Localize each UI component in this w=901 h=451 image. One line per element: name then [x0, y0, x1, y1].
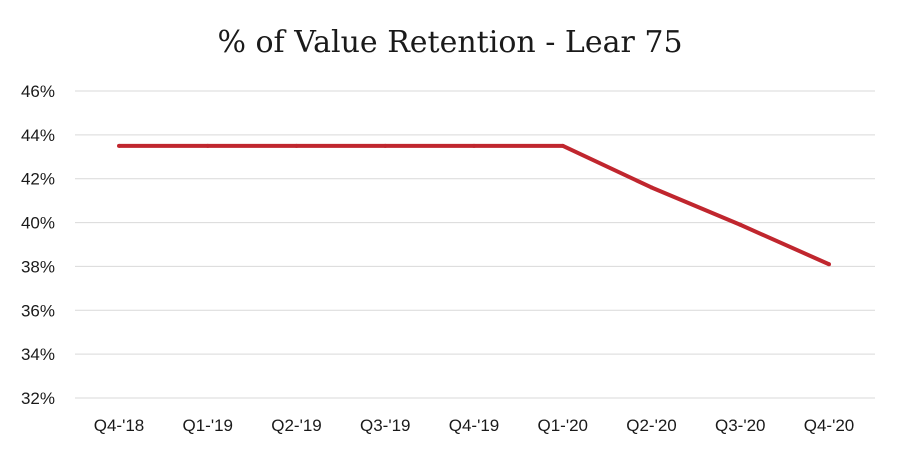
x-axis-ticks: Q4-'18 Q1-'19 Q2-'19 Q3-'19 Q4-'19 Q1-'20 Q2-'… — [94, 416, 855, 435]
series-layer — [117, 143, 831, 267]
y-tick-label: 46% — [21, 82, 55, 101]
x-tick-label: Q3-'19 — [360, 416, 411, 435]
data-point — [560, 143, 565, 148]
x-tick-label: Q4-'18 — [94, 416, 145, 435]
y-tick-label: 32% — [21, 389, 55, 408]
x-tick-label: Q4-'19 — [449, 416, 500, 435]
y-tick-label: 44% — [21, 126, 55, 145]
data-point — [472, 143, 476, 148]
series-line — [119, 143, 830, 267]
data-point — [383, 143, 388, 148]
x-tick-label: Q2-'20 — [626, 416, 677, 435]
chart-title: % of Value Retention - Lear 75 — [217, 25, 682, 60]
data-point — [205, 143, 210, 148]
data-point — [738, 222, 743, 227]
y-tick-label: 38% — [21, 257, 55, 276]
y-tick-label: 34% — [21, 345, 55, 364]
x-tick-label: Q2-'19 — [271, 416, 322, 435]
y-tick-label: 36% — [21, 301, 55, 320]
gridlines — [75, 90, 875, 399]
data-point — [117, 143, 121, 148]
data-point — [649, 185, 654, 190]
x-tick-label: Q1-'20 — [538, 416, 589, 435]
x-tick-label: Q4-'20 — [804, 416, 855, 435]
data-point — [294, 143, 299, 148]
x-tick-label: Q1-'19 — [183, 416, 234, 435]
data-point — [827, 262, 831, 267]
x-tick-label: Q3-'20 — [715, 416, 766, 435]
y-tick-label: 42% — [21, 170, 55, 189]
y-axis-ticks: 32% 34% 36% 38% 40% 42% 44% 46% — [21, 82, 55, 408]
y-tick-label: 40% — [21, 214, 55, 233]
